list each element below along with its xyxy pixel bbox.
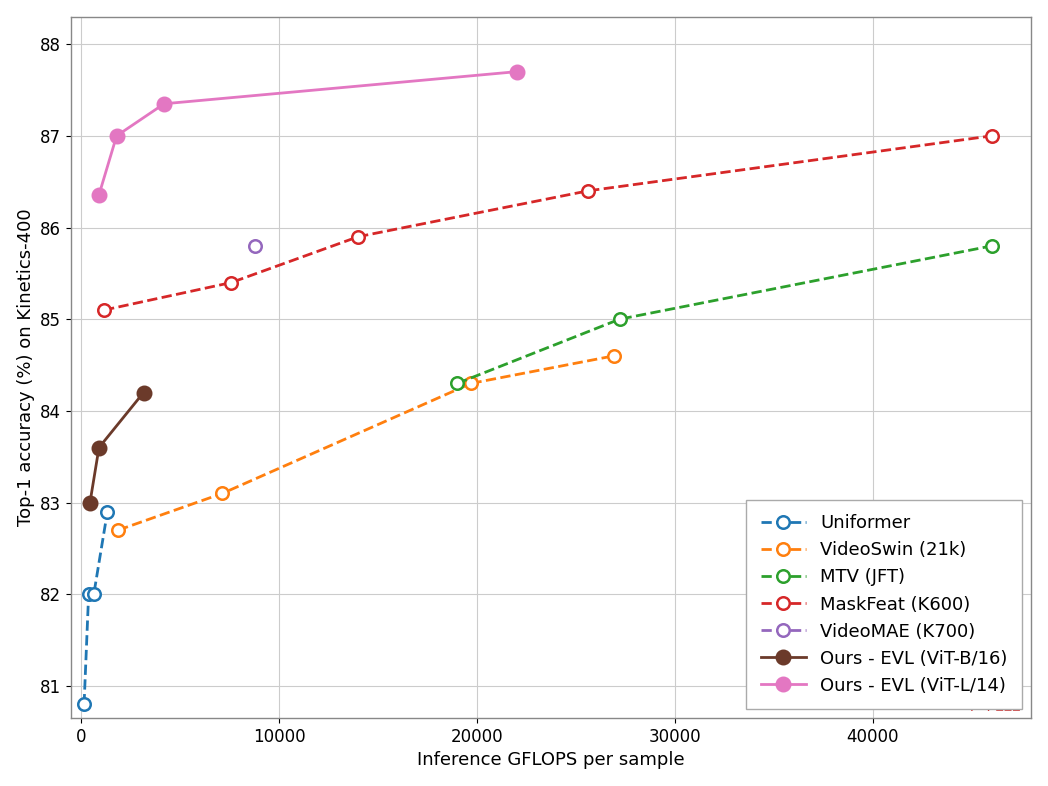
Ours - EVL (ViT-B/16) (92, 443, 105, 452)
MTV (JFT) (985, 241, 998, 251)
MTV (JFT) (613, 314, 626, 324)
MaskFeat (K600) (985, 131, 998, 141)
Legend: Uniformer, VideoSwin (21k), MTV (JFT), MaskFeat (K600), VideoMAE (K700), Ours - : Uniformer, VideoSwin (21k), MTV (JFT), M… (746, 500, 1022, 709)
Line: Ours - EVL (ViT-L/14): Ours - EVL (ViT-L/14) (92, 64, 524, 203)
Uniformer (78, 700, 90, 709)
Ours - EVL (ViT-L/14) (510, 67, 523, 76)
Ours - EVL (ViT-B/16) (137, 387, 150, 397)
Ours - EVL (ViT-L/14) (92, 191, 105, 200)
X-axis label: Inference GFLOPS per sample: Inference GFLOPS per sample (417, 751, 685, 769)
Y-axis label: Top-1 accuracy (%) on Kinetics-400: Top-1 accuracy (%) on Kinetics-400 (17, 208, 35, 526)
VideoSwin (21k) (216, 489, 228, 498)
Text: php中文网: php中文网 (970, 697, 1022, 711)
Line: MTV (JFT): MTV (JFT) (451, 240, 998, 390)
MaskFeat (K600) (352, 232, 365, 241)
Ours - EVL (ViT-B/16) (84, 498, 96, 507)
Ours - EVL (ViT-L/14) (110, 131, 123, 141)
Uniformer (101, 507, 113, 516)
VideoSwin (21k) (464, 379, 477, 388)
Ours - EVL (ViT-L/14) (158, 99, 171, 108)
MaskFeat (K600) (225, 277, 238, 287)
Line: Uniformer: Uniformer (78, 505, 113, 711)
Uniformer (87, 590, 100, 599)
MaskFeat (K600) (582, 186, 594, 196)
Line: VideoSwin (21k): VideoSwin (21k) (112, 350, 619, 536)
MaskFeat (K600) (97, 305, 110, 314)
Uniformer (83, 590, 95, 599)
VideoSwin (21k) (112, 525, 125, 534)
Line: MaskFeat (K600): MaskFeat (K600) (97, 130, 998, 316)
MTV (JFT) (451, 379, 463, 388)
Line: Ours - EVL (ViT-B/16): Ours - EVL (ViT-B/16) (83, 386, 151, 509)
VideoSwin (21k) (607, 351, 619, 361)
